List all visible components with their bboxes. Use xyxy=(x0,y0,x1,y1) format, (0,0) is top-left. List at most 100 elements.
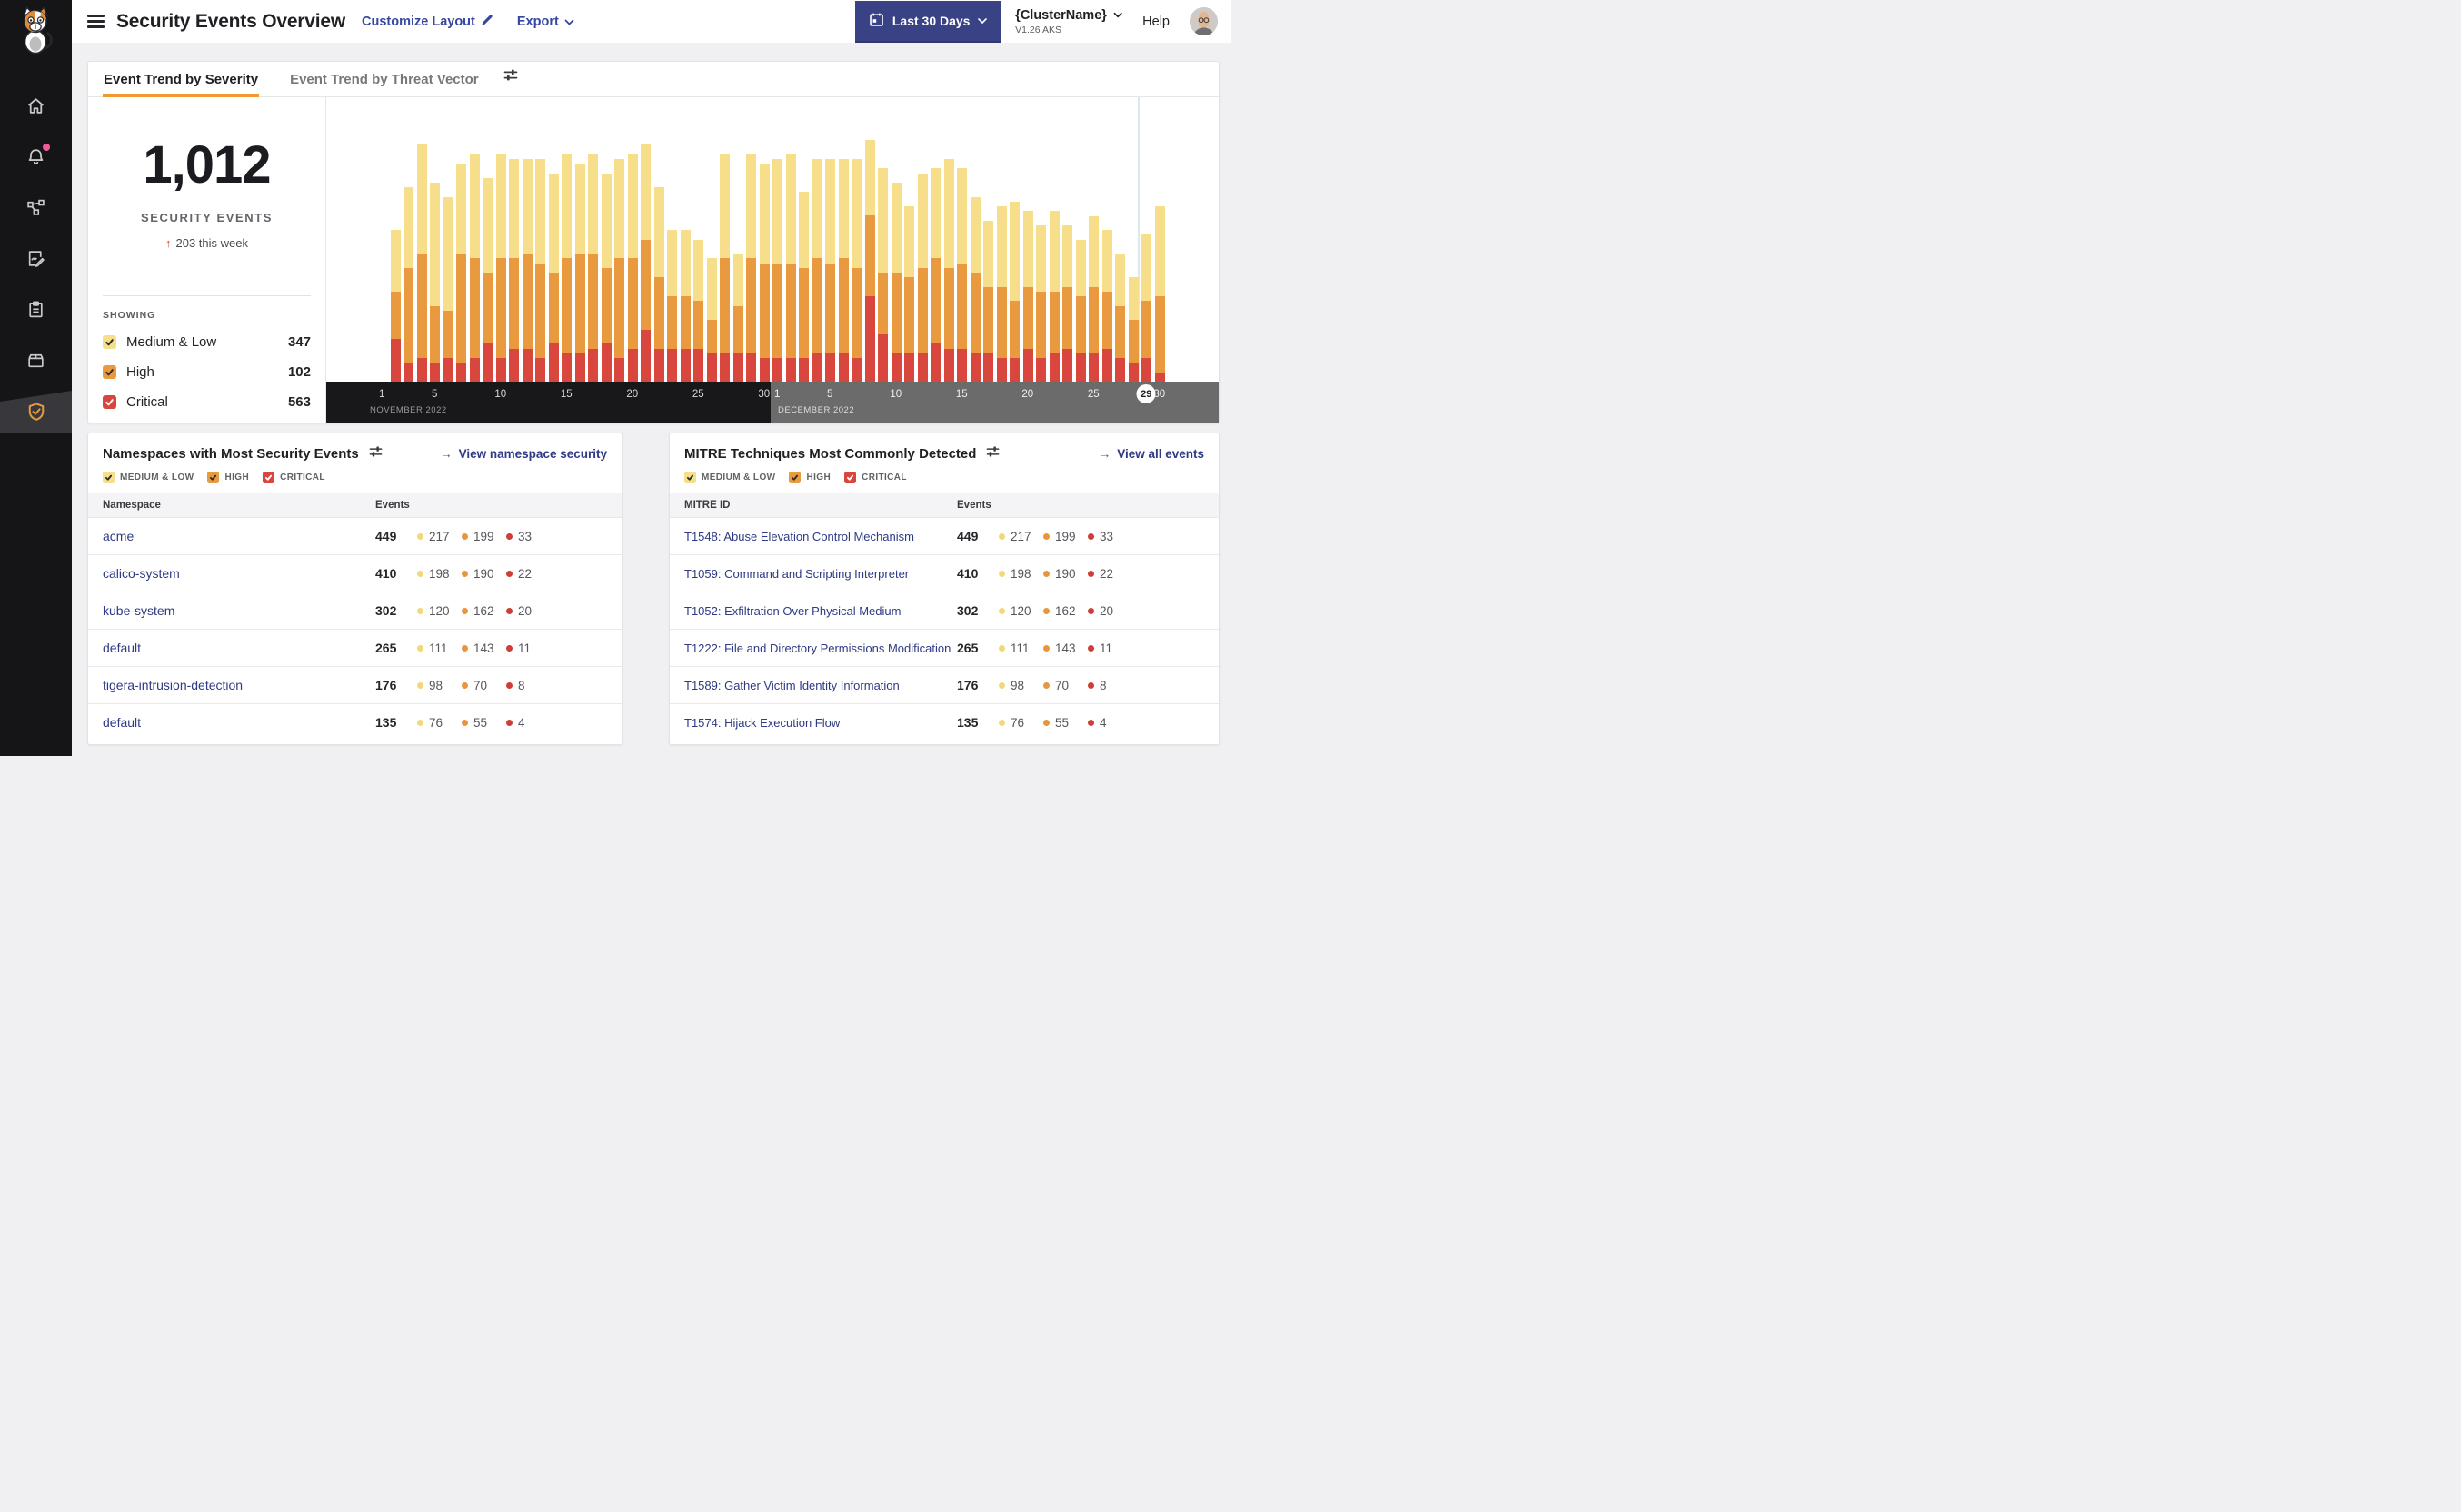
chip-high[interactable]: HIGH xyxy=(789,472,831,483)
chart-bar-nov-30[interactable] xyxy=(759,164,770,382)
view-namespace-security-link[interactable]: → View namespace security xyxy=(440,447,607,461)
chart-bar-dec-7[interactable] xyxy=(852,158,862,382)
chart-bar-nov-20[interactable] xyxy=(627,154,638,382)
chart-bar-dec-25[interactable] xyxy=(1089,215,1099,382)
chart-bar-nov-2[interactable] xyxy=(390,230,401,382)
chart-bar-dec-30[interactable] xyxy=(1154,206,1165,382)
namespace-link[interactable]: kube-system xyxy=(103,603,175,618)
sidebar-item-policies[interactable] xyxy=(0,233,72,284)
chart-bar-nov-3[interactable] xyxy=(404,187,413,382)
sidebar-item-alerts[interactable] xyxy=(0,131,72,182)
chart-bar-nov-14[interactable] xyxy=(548,173,559,382)
sidebar-item-service-graph[interactable] xyxy=(0,182,72,233)
namespace-link[interactable]: default xyxy=(103,641,142,655)
chart-bar-nov-16[interactable] xyxy=(574,164,585,382)
mitre-technique-link[interactable]: T1222: File and Directory Permissions Mo… xyxy=(684,641,952,655)
chart-bar-dec-23[interactable] xyxy=(1062,224,1072,382)
chart-bar-dec-11[interactable] xyxy=(904,206,914,382)
namespace-link[interactable]: calico-system xyxy=(103,566,180,581)
chart-bar-nov-19[interactable] xyxy=(614,158,624,382)
chart-bar-nov-7[interactable] xyxy=(456,164,466,382)
chart-bar-nov-26[interactable] xyxy=(706,258,717,382)
chart-bar-nov-5[interactable] xyxy=(430,182,440,382)
chart-bar-nov-28[interactable] xyxy=(732,254,743,382)
customize-layout-button[interactable]: Customize Layout xyxy=(362,14,493,30)
chart-bar-nov-27[interactable] xyxy=(720,154,730,382)
chart-bar-dec-24[interactable] xyxy=(1075,239,1086,382)
menu-icon[interactable] xyxy=(87,12,105,31)
chart-bar-dec-27[interactable] xyxy=(1115,254,1125,382)
chart-bar-nov-13[interactable] xyxy=(535,158,545,382)
chart-bar-dec-14[interactable] xyxy=(943,158,954,382)
table-settings-icon[interactable] xyxy=(369,445,383,463)
mitre-technique-link[interactable]: T1548: Abuse Elevation Control Mechanism xyxy=(684,529,914,543)
namespace-link[interactable]: tigera-intrusion-detection xyxy=(103,678,244,692)
chart-bar-nov-24[interactable] xyxy=(680,230,691,382)
chart-bar-dec-21[interactable] xyxy=(1036,224,1046,382)
view-all-events-link[interactable]: → View all events xyxy=(1099,447,1204,461)
chart-bar-nov-8[interactable] xyxy=(469,154,480,382)
chart-bar-dec-18[interactable] xyxy=(996,206,1007,382)
critical-checkbox[interactable] xyxy=(844,472,857,483)
chart-bar-dec-22[interactable] xyxy=(1049,211,1060,382)
chart-bar-dec-15[interactable] xyxy=(957,168,967,382)
chart-bar-nov-29[interactable] xyxy=(746,154,756,382)
chip-critical[interactable]: CRITICAL xyxy=(263,472,325,483)
mitre-technique-link[interactable]: T1574: Hijack Execution Flow xyxy=(684,715,841,730)
chart-settings-icon[interactable] xyxy=(503,68,518,86)
chart-bar-dec-12[interactable] xyxy=(917,173,928,382)
chart-bar-nov-22[interactable] xyxy=(653,187,664,382)
chart-bar-nov-18[interactable] xyxy=(601,173,612,382)
chart-bar-dec-29[interactable] xyxy=(1141,234,1151,382)
mitre-technique-link[interactable]: T1052: Exfiltration Over Physical Medium xyxy=(684,603,902,618)
high-checkbox[interactable] xyxy=(103,364,116,379)
chart-bar-dec-2[interactable] xyxy=(785,154,796,382)
chart-bar-nov-10[interactable] xyxy=(495,154,506,382)
chart-bar-nov-6[interactable] xyxy=(443,196,453,382)
chart-bar-nov-15[interactable] xyxy=(562,154,572,382)
chart-bar-dec-26[interactable] xyxy=(1101,230,1112,382)
chart-bar-dec-28[interactable] xyxy=(1128,277,1139,382)
critical-checkbox[interactable] xyxy=(263,472,275,483)
namespace-link[interactable]: acme xyxy=(103,529,135,543)
sidebar-item-workloads[interactable] xyxy=(0,334,72,385)
chart-bar-dec-5[interactable] xyxy=(825,158,835,382)
sidebar-item-security-events[interactable] xyxy=(0,391,72,433)
chip-critical[interactable]: CRITICAL xyxy=(844,472,907,483)
chart-bar-nov-4[interactable] xyxy=(416,144,427,382)
high-checkbox[interactable] xyxy=(789,472,802,483)
chart-bar-dec-16[interactable] xyxy=(970,196,981,382)
chart-bar-nov-17[interactable] xyxy=(588,154,598,382)
chip-medium-low[interactable]: MEDIUM & LOW xyxy=(103,472,194,483)
high-checkbox[interactable] xyxy=(207,472,220,483)
mitre-technique-link[interactable]: T1589: Gather Victim Identity Informatio… xyxy=(684,678,900,692)
sidebar-item-home[interactable] xyxy=(0,80,72,131)
user-avatar[interactable] xyxy=(1190,7,1218,35)
medium-low-checkbox[interactable] xyxy=(103,472,115,483)
chart-bar-nov-9[interactable] xyxy=(483,177,493,382)
chip-medium-low[interactable]: MEDIUM & LOW xyxy=(684,472,775,483)
namespace-link[interactable]: default xyxy=(103,715,142,730)
chart-bar-dec-10[interactable] xyxy=(891,182,902,382)
table-settings-icon[interactable] xyxy=(986,445,1000,463)
chart-bar-dec-20[interactable] xyxy=(1022,211,1033,382)
chart-bar-dec-4[interactable] xyxy=(812,158,822,382)
chart-bar-dec-13[interactable] xyxy=(931,168,941,382)
critical-checkbox[interactable] xyxy=(103,394,116,409)
chart-bar-nov-11[interactable] xyxy=(509,158,519,382)
mitre-technique-link[interactable]: T1059: Command and Scripting Interpreter xyxy=(684,566,910,581)
tab-event-trend-by-severity[interactable]: Event Trend by Severity xyxy=(103,62,260,97)
cluster-selector[interactable]: {ClusterName} V1.26 AKS xyxy=(1015,8,1122,35)
chart-bar-dec-8[interactable] xyxy=(864,139,875,382)
date-range-button[interactable]: Last 30 Days xyxy=(855,0,1001,43)
chart-bar-dec-6[interactable] xyxy=(838,158,849,382)
sidebar-item-compliance[interactable] xyxy=(0,284,72,334)
tab-event-trend-by-threat-vector[interactable]: Event Trend by Threat Vector xyxy=(289,62,480,96)
chart-bar-dec-19[interactable] xyxy=(1010,201,1020,382)
medium-low-checkbox[interactable] xyxy=(684,472,696,483)
medium-low-checkbox[interactable] xyxy=(103,334,116,349)
chart-bar-dec-3[interactable] xyxy=(799,192,809,382)
chip-high[interactable]: HIGH xyxy=(207,472,249,483)
chart-bar-nov-23[interactable] xyxy=(667,230,677,382)
chart-bar-dec-1[interactable] xyxy=(772,158,782,382)
